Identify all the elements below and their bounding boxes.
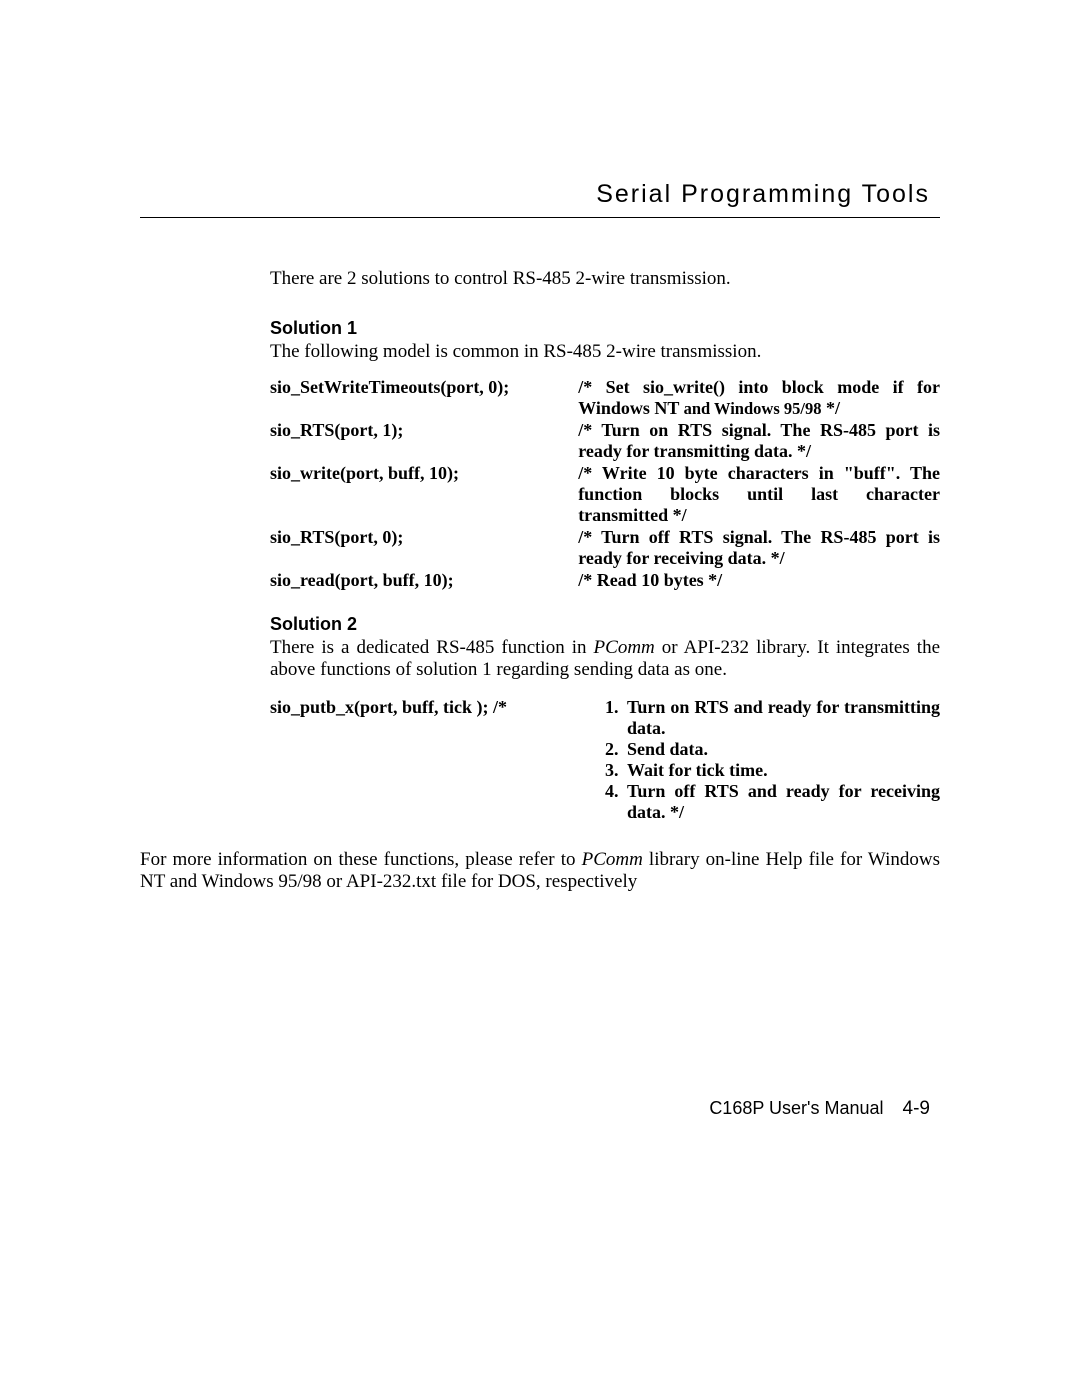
sol2-step: 1.Turn on RTS and ready for transmitting… bbox=[605, 697, 940, 739]
code-row: sio_RTS(port, 1); /* Turn on RTS signal.… bbox=[270, 420, 940, 463]
sol2-steps-cell: 1.Turn on RTS and ready for transmitting… bbox=[605, 697, 940, 823]
step-text: Wait for tick time. bbox=[627, 760, 940, 781]
sol2-step: 3.Wait for tick time. bbox=[605, 760, 940, 781]
footer-manual: C168P User's Manual bbox=[709, 1098, 883, 1118]
code-row: sio_RTS(port, 0); /* Turn off RTS signal… bbox=[270, 527, 940, 570]
page-footer: C168P User's Manual 4-9 bbox=[140, 1098, 940, 1120]
comment-cell: /* Turn off RTS signal. The RS-485 port … bbox=[578, 527, 940, 570]
sol2-intro-pre: There is a dedicated RS-485 function in bbox=[270, 637, 594, 658]
sol2-step: 4.Turn off RTS and ready for receiving d… bbox=[605, 781, 940, 823]
code-cell: sio_RTS(port, 0); bbox=[270, 527, 578, 570]
code-cell: sio_write(port, buff, 10); bbox=[270, 463, 578, 527]
page-header-title: Serial Programming Tools bbox=[140, 180, 940, 217]
solution2-table: sio_putb_x(port, buff, tick ); /* 1.Turn… bbox=[270, 697, 940, 823]
solution2-block: Solution 2 There is a dedicated RS-485 f… bbox=[270, 614, 940, 823]
intro-text: There are 2 solutions to control RS-485 … bbox=[270, 268, 940, 290]
step-text: Turn on RTS and ready for transmitting d… bbox=[627, 697, 940, 739]
code-cell: sio_SetWriteTimeouts(port, 0); bbox=[270, 377, 578, 420]
comment-cell: /* Set sio_write() into block mode if fo… bbox=[578, 377, 940, 420]
page-content: Serial Programming Tools There are 2 sol… bbox=[140, 180, 940, 893]
code-cell: sio_RTS(port, 1); bbox=[270, 420, 578, 463]
sol2-step: 2.Send data. bbox=[605, 739, 940, 760]
comment-cell: /* Read 10 bytes */ bbox=[578, 570, 940, 592]
comment-cell: /* Write 10 byte characters in "buff". T… bbox=[578, 463, 940, 527]
comment-cell: /* Turn on RTS signal. The RS-485 port i… bbox=[578, 420, 940, 463]
solution2-heading: Solution 2 bbox=[270, 614, 940, 635]
step-num: 3. bbox=[605, 760, 627, 781]
solution2-intro: There is a dedicated RS-485 function in … bbox=[270, 637, 940, 681]
closing-paragraph: For more information on these functions,… bbox=[140, 849, 940, 893]
step-text: Send data. bbox=[627, 739, 940, 760]
step-num: 1. bbox=[605, 697, 627, 739]
sol2-code: sio_putb_x(port, buff, tick ); /* bbox=[270, 697, 605, 823]
header-rule bbox=[140, 217, 940, 218]
code-cell: sio_read(port, buff, 10); bbox=[270, 570, 578, 592]
code-row: sio_SetWriteTimeouts(port, 0); /* Set si… bbox=[270, 377, 940, 420]
sol2-steps-list: 1.Turn on RTS and ready for transmitting… bbox=[605, 697, 940, 823]
code-row: sio_write(port, buff, 10); /* Write 10 b… bbox=[270, 463, 940, 527]
solution1-heading: Solution 1 bbox=[270, 318, 940, 339]
closing-em: PComm bbox=[582, 849, 643, 870]
step-num: 4. bbox=[605, 781, 627, 823]
solution1-table: sio_SetWriteTimeouts(port, 0); /* Set si… bbox=[270, 377, 940, 592]
step-text: Turn off RTS and ready for receiving dat… bbox=[627, 781, 940, 823]
sol2-intro-em: PComm bbox=[594, 637, 655, 658]
solution1-intro: The following model is common in RS-485 … bbox=[270, 341, 940, 363]
body-block: There are 2 solutions to control RS-485 … bbox=[270, 268, 940, 823]
closing-pre: For more information on these functions,… bbox=[140, 849, 582, 870]
step-num: 2. bbox=[605, 739, 627, 760]
code-row: sio_read(port, buff, 10); /* Read 10 byt… bbox=[270, 570, 940, 592]
footer-page-number: 4-9 bbox=[903, 1098, 930, 1119]
